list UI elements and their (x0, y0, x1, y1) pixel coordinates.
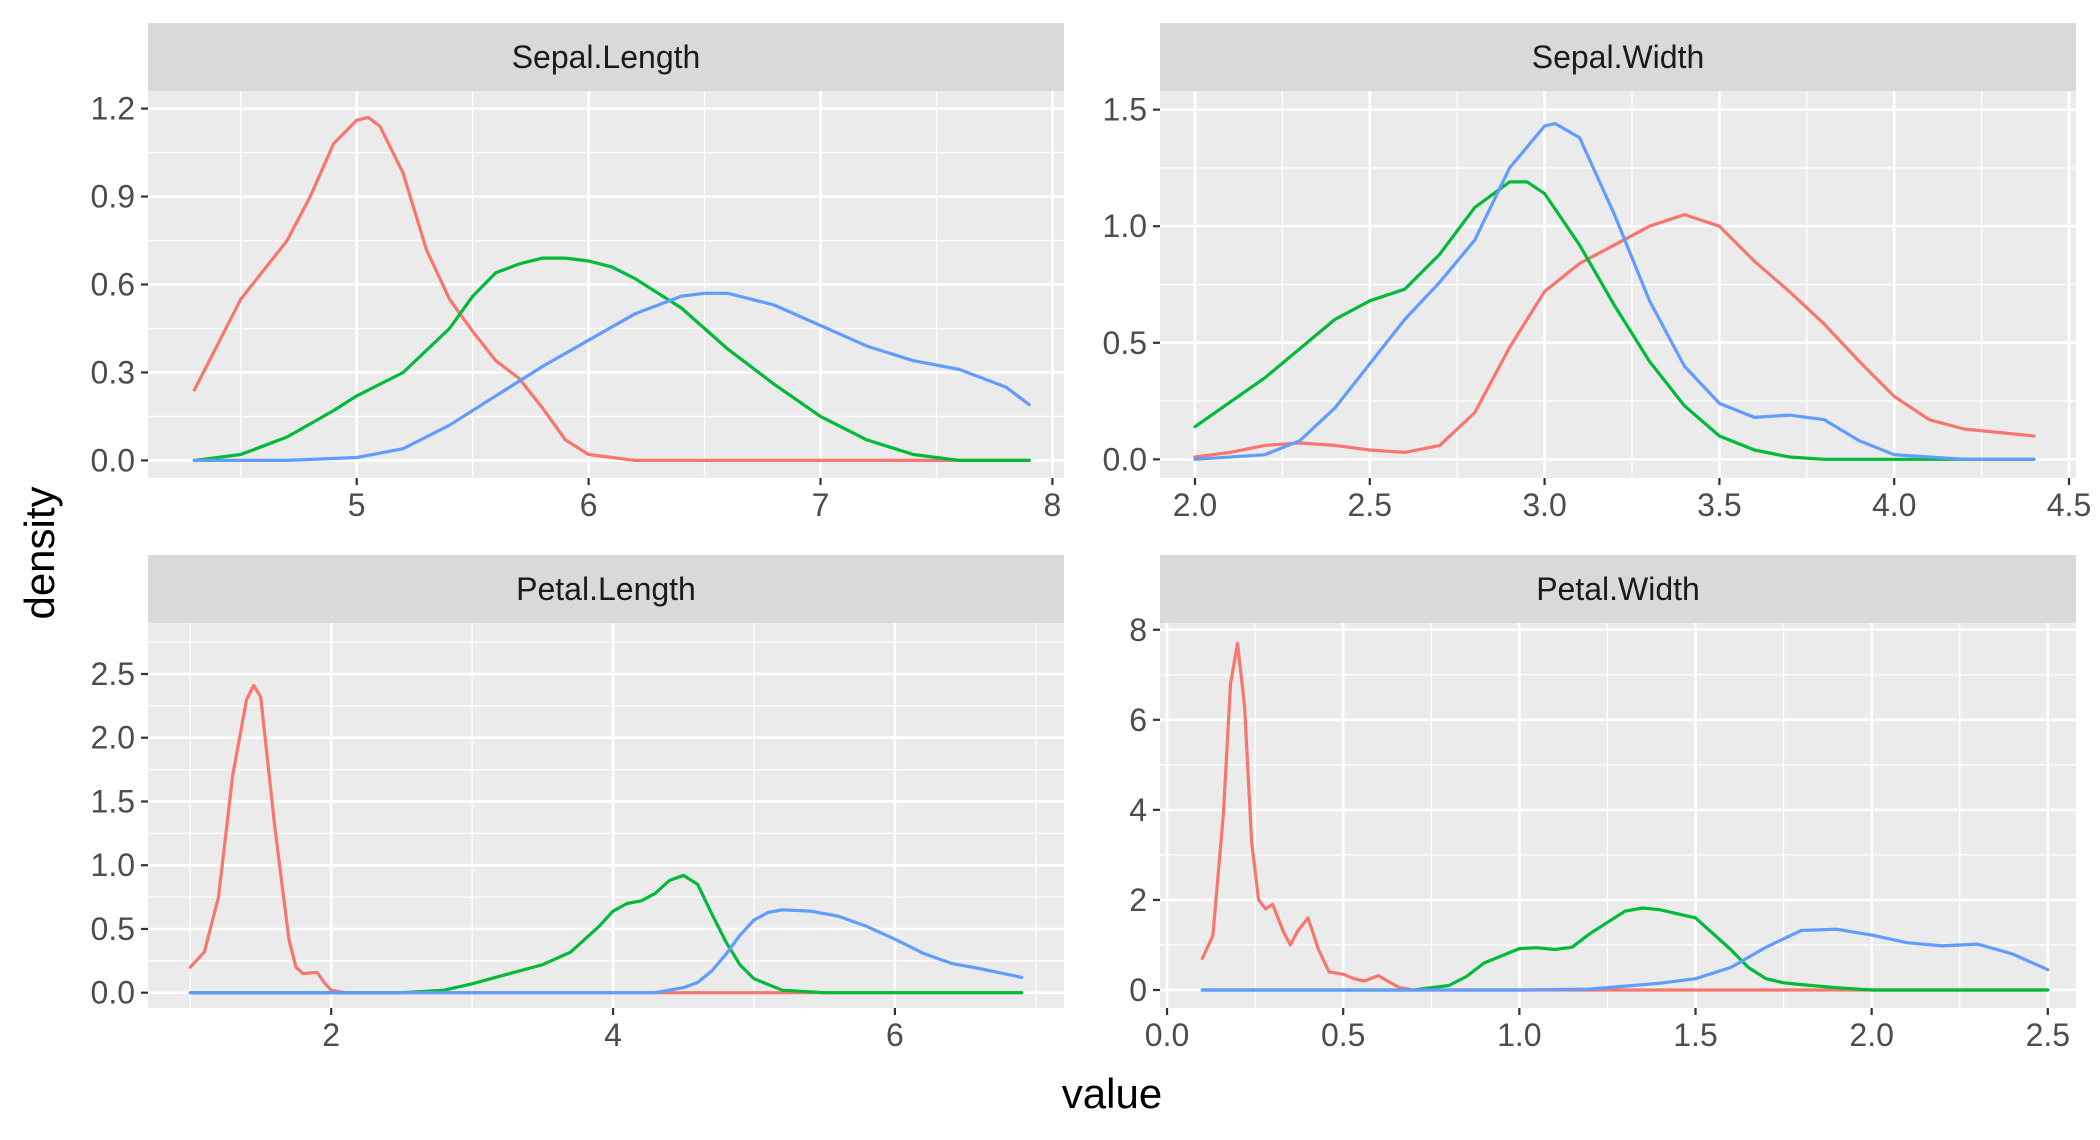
x-tick-label: 2 (322, 1017, 340, 1053)
y-tick-label: 1.0 (91, 847, 135, 883)
density-line-series-3 (1193, 122, 2036, 461)
y-tick-label: 0.9 (91, 179, 135, 215)
panel-strip (148, 23, 1064, 91)
panel-strip (148, 555, 1064, 623)
y-tick-label: 1.5 (1103, 92, 1147, 128)
panel-sepal-width: Sepal.Width 2.0 2.5 3.0 3.5 4.0 4.5 0.0 0.5 1.0 1.… (1103, 23, 2091, 523)
density-line-series-1 (192, 115, 1031, 462)
x-tick-label: 4 (604, 1017, 622, 1053)
y-tick-label: 0.5 (91, 911, 135, 947)
x-tick-label: 5 (348, 487, 366, 523)
x-tick-label: 1.0 (1497, 1017, 1541, 1053)
panel-strip (1160, 555, 2076, 623)
panel-petal-length: Petal.Length 2 4 6 0.0 0.5 1.0 1.5 2.0 2.5 (91, 555, 1064, 1053)
panel-background (148, 623, 1064, 1008)
y-tick-label: 6 (1129, 702, 1147, 738)
panel-strip-title: Petal.Length (516, 571, 696, 607)
x-tick-label: 2.5 (2026, 1017, 2070, 1053)
x-tick-label: 4.0 (1872, 487, 1916, 523)
panel-strip-title: Petal.Width (1536, 571, 1700, 607)
panel-petal-width: Petal.Width 0.0 0.5 1.0 1.5 2.0 2.5 0 2 4 6 8 (1129, 555, 2076, 1053)
y-tick-label: 0.0 (91, 442, 135, 478)
density-line-series-2 (188, 873, 1024, 995)
density-line-series-1 (1193, 213, 2036, 459)
x-tick-label: 0.5 (1321, 1017, 1365, 1053)
panel-strip-title: Sepal.Width (1532, 39, 1705, 75)
y-tick-label: 2.0 (91, 720, 135, 756)
panel-strip-title: Sepal.Length (512, 39, 701, 75)
density-line-series-2 (192, 256, 1031, 462)
density-line-series-2 (1193, 180, 2036, 461)
x-tick-label: 7 (812, 487, 830, 523)
x-tick-label: 2.5 (1348, 487, 1392, 523)
panel-sepal-length: Sepal.Length 5 6 7 8 0.0 0.3 0.6 0.9 1.2 (91, 23, 1064, 523)
density-line-series-3 (1200, 927, 2050, 992)
x-axis-title: value (1062, 1070, 1162, 1117)
y-tick-label: 0.3 (91, 354, 135, 390)
density-line-series-1 (1200, 641, 2050, 992)
x-tick-label: 4.5 (2047, 487, 2091, 523)
y-tick-label: 0.6 (91, 267, 135, 303)
x-tick-label: 6 (580, 487, 598, 523)
y-tick-label: 2 (1129, 882, 1147, 918)
density-line-series-1 (188, 683, 1024, 995)
y-tick-label: 2.5 (91, 656, 135, 692)
x-tick-label: 2.0 (1173, 487, 1217, 523)
y-axis-title: density (16, 486, 63, 619)
y-tick-label: 8 (1129, 612, 1147, 648)
x-tick-label: 8 (1044, 487, 1062, 523)
density-line-series-2 (1200, 906, 2050, 992)
y-tick-label: 1.2 (91, 91, 135, 127)
panel-background (1160, 623, 2076, 1008)
y-tick-label: 0.5 (1103, 325, 1147, 361)
y-tick-label: 0.0 (1103, 441, 1147, 477)
x-tick-label: 6 (886, 1017, 904, 1053)
density-line-series-3 (188, 908, 1024, 995)
density-line-series-3 (192, 291, 1031, 462)
facet-panels: Sepal.Length 5 6 7 8 0.0 0.3 0.6 0.9 1.2 Sepal.Wid… (91, 23, 2091, 1053)
y-tick-label: 0 (1129, 972, 1147, 1008)
x-tick-label: 0.0 (1145, 1017, 1189, 1053)
x-tick-label: 2.0 (1849, 1017, 1893, 1053)
y-tick-label: 1.0 (1103, 208, 1147, 244)
y-tick-label: 0.0 (91, 975, 135, 1011)
y-tick-label: 4 (1129, 792, 1147, 828)
x-tick-label: 3.5 (1697, 487, 1741, 523)
y-tick-label: 1.5 (91, 783, 135, 819)
panel-strip (1160, 23, 2076, 91)
x-tick-label: 1.5 (1673, 1017, 1717, 1053)
x-tick-label: 3.0 (1522, 487, 1566, 523)
